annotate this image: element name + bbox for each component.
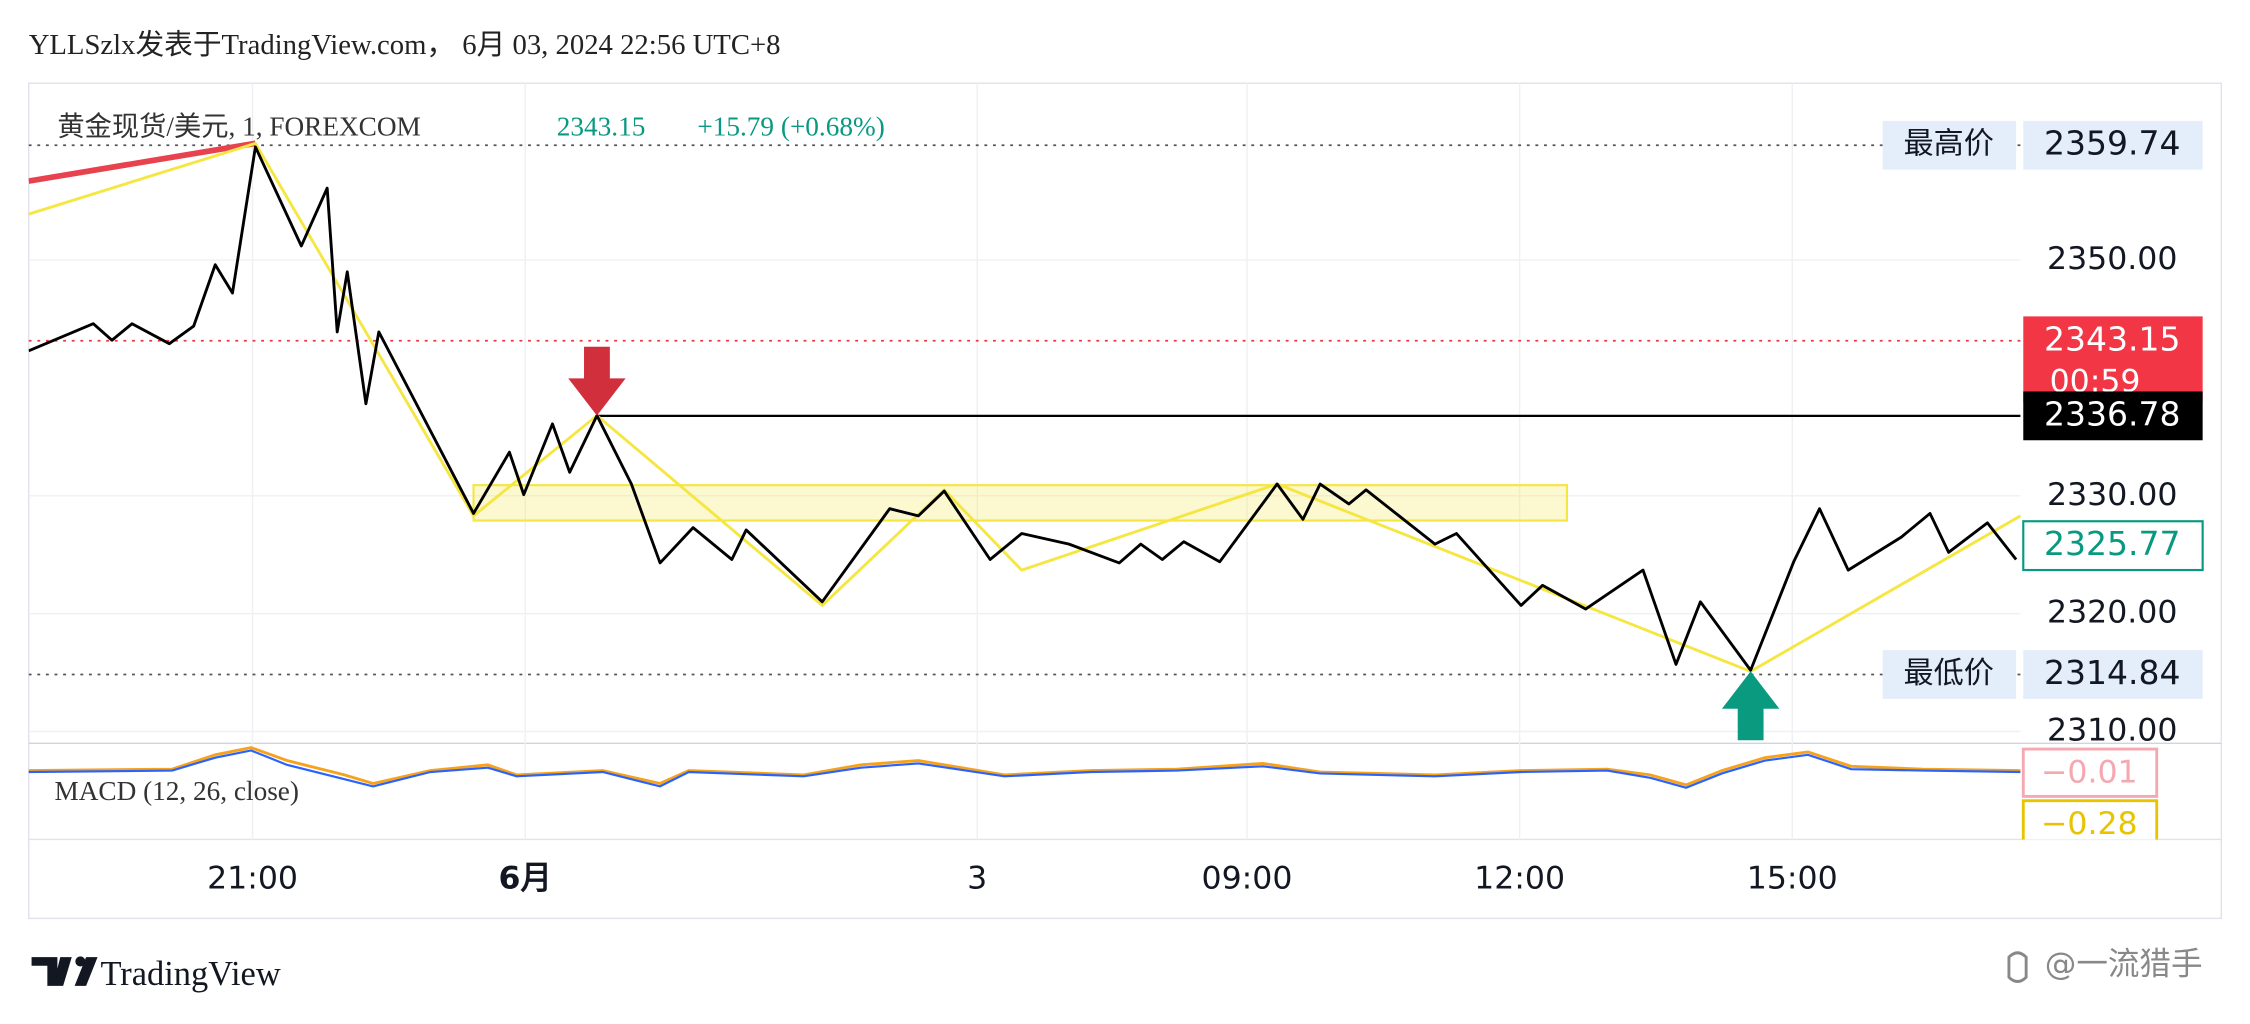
macd-value-box: [2021, 747, 2159, 798]
symbol: 黄金现货/美元, 1, FOREXCOM: [57, 111, 420, 141]
series-line: [28, 141, 2022, 673]
level-box: [2023, 650, 2203, 699]
x-tick-label: 12:00: [1474, 861, 1565, 897]
level-box: [2023, 391, 2203, 441]
x-tick-label: 21:00: [207, 861, 298, 897]
level-box: [2022, 520, 2204, 572]
macd-lines: [28, 746, 2021, 789]
y-tick-label: 2330.00: [2047, 477, 2177, 513]
header-title: YLLSzlx发表于TradingView.com， 6月 03, 2024 2…: [29, 29, 781, 61]
level-value: 2325.77: [2044, 524, 2180, 563]
series-line: [28, 140, 256, 184]
x-tick-label: 3: [967, 861, 987, 897]
level-name-box: [1882, 650, 2017, 699]
brand: TradingView: [100, 955, 280, 993]
level-value: 2359.74: [2044, 124, 2180, 163]
level-name: 最高价: [1903, 127, 1993, 162]
y-tick-label: 2350.00: [2047, 241, 2177, 277]
level-box: [2023, 120, 2203, 170]
last-price: 2343.15: [557, 111, 646, 141]
macd-value: −0.01: [2041, 754, 2138, 790]
signal-arrow: [1721, 671, 1780, 741]
macd-value: −0.28: [2041, 806, 2138, 842]
level-name-box: [1882, 120, 2017, 170]
tradingview-logo: [31, 956, 98, 986]
y-tick-label: 2320.00: [2047, 595, 2177, 631]
x-tick-label: 6月: [498, 861, 552, 897]
level-value: 2314.84: [2044, 653, 2180, 692]
y-tick-label: 2310.00: [2047, 713, 2177, 749]
series-line: [28, 145, 2018, 672]
signal-arrow: [568, 346, 626, 416]
level-name: 最低价: [1903, 656, 1993, 691]
level-value: 2343.15: [2044, 319, 2180, 358]
level-box: [2023, 316, 2203, 403]
macd-label: MACD (12, 26, close): [55, 776, 299, 806]
zhihu-logo: [2007, 951, 2028, 983]
level-value: 2336.78: [2044, 394, 2180, 433]
price-change: +15.79 (+0.68%): [697, 111, 884, 141]
x-tick-label: 09:00: [1202, 861, 1293, 897]
macd-value-box: [2021, 799, 2159, 840]
x-tick-label: 15:00: [1747, 861, 1838, 897]
watermark: @一流猎手: [2045, 947, 2203, 983]
